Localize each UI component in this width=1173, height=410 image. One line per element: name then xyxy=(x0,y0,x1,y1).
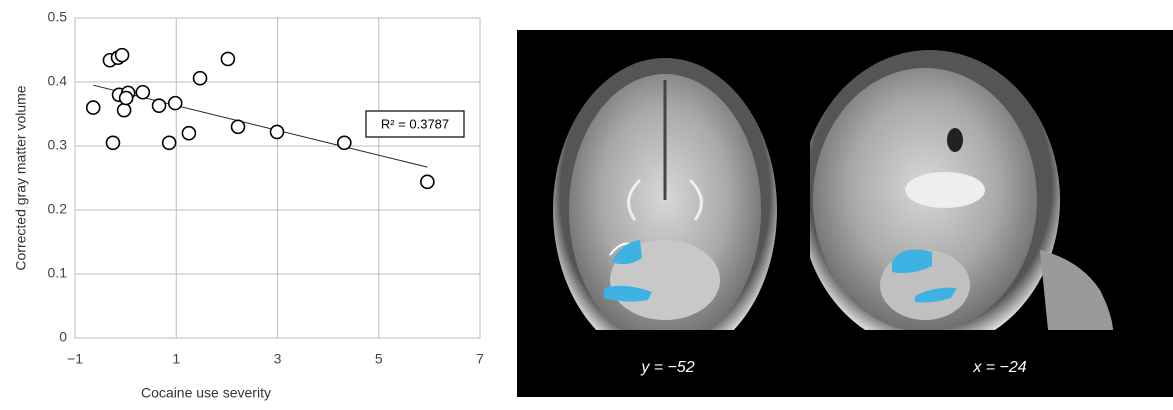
point xyxy=(116,49,129,62)
point xyxy=(421,175,434,188)
annotation: R² = 0.3787 xyxy=(381,116,449,131)
point xyxy=(120,92,133,105)
y-axis-label: Corrected gray matter volume xyxy=(13,85,29,270)
point xyxy=(153,99,166,112)
x-tick-label: 1 xyxy=(172,351,180,367)
x-tick-label: 7 xyxy=(476,351,484,367)
point xyxy=(194,72,207,85)
point xyxy=(169,97,182,110)
page: {"chart_data": {"type": "scatter", "x_la… xyxy=(0,0,1173,410)
point xyxy=(182,127,195,140)
scatter-chart: Cocaine use severity Corrected gray matt… xyxy=(13,9,484,401)
slice-label: y = −52 xyxy=(640,359,694,376)
point xyxy=(221,52,234,65)
figure: Cocaine use severity Corrected gray matt… xyxy=(0,0,1173,405)
point xyxy=(163,136,176,149)
y-tick-label: 0.1 xyxy=(48,265,68,281)
slice-label: x = −24 xyxy=(972,359,1026,376)
y-tick-label: 0.5 xyxy=(48,9,68,25)
x-tick-label: 5 xyxy=(375,351,383,367)
point xyxy=(136,86,149,99)
y-tick-label: 0.2 xyxy=(48,201,68,217)
y-tick-label: 0.4 xyxy=(48,73,68,89)
point xyxy=(87,101,100,114)
point xyxy=(270,125,283,138)
point xyxy=(232,120,245,133)
x-tick-label: 3 xyxy=(274,351,282,367)
x-tick-label: −1 xyxy=(67,351,83,367)
y-tick-label: 0.3 xyxy=(48,137,68,153)
x-axis-label: Cocaine use severity xyxy=(141,385,271,401)
y-tick-label: 0 xyxy=(59,329,67,345)
brain-panel: y = −52 x = −24 xyxy=(517,30,1173,397)
point xyxy=(106,136,119,149)
coronal-slice xyxy=(553,58,777,362)
point xyxy=(338,136,351,149)
point xyxy=(118,104,131,117)
